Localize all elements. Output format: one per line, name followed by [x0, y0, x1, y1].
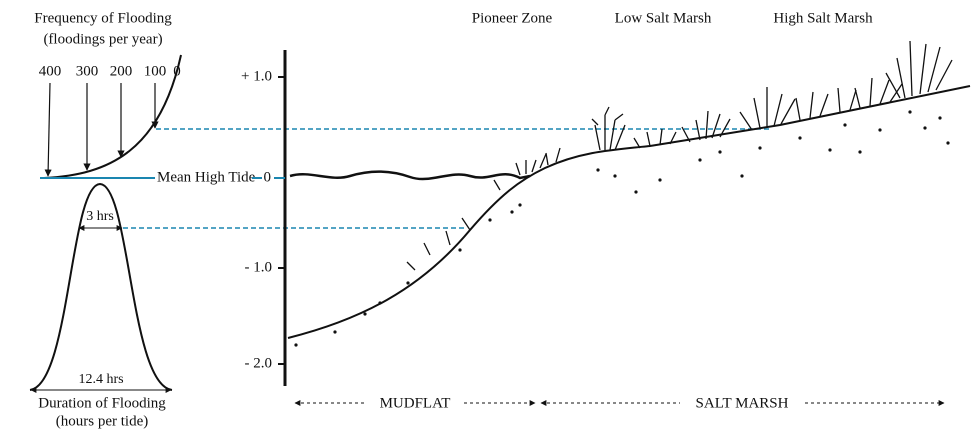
elevation-tick: + 1.0	[241, 68, 272, 84]
frequency-tick: 100	[144, 63, 167, 79]
duration-title: Duration of Flooding	[38, 395, 166, 411]
elevation-tick: - 1.0	[245, 259, 273, 275]
mean-high-tide-label: Mean High Tide	[157, 169, 256, 185]
frequency-tick: 300	[76, 63, 99, 79]
duration-subtitle: (hours per tide)	[56, 413, 148, 429]
peak-label: 3 hrs	[86, 209, 114, 224]
frequency-arrows	[48, 83, 155, 176]
zone-label: Pioneer Zone	[472, 10, 553, 26]
region-label: MUDFLAT	[380, 395, 451, 411]
zone-label: High Salt Marsh	[773, 10, 873, 26]
sediment-dots	[294, 110, 949, 346]
region-label: SALT MARSH	[696, 395, 789, 411]
frequency-tick: 400	[39, 63, 62, 79]
frequency-title: Frequency of Flooding	[34, 10, 172, 26]
base-label: 12.4 hrs	[78, 372, 123, 387]
vegetation	[407, 41, 952, 270]
frequency-subtitle: (floodings per year)	[43, 31, 162, 47]
frequency-tick: 200	[110, 63, 133, 79]
elevation-tick: 0	[264, 169, 272, 185]
water-surface	[290, 172, 530, 179]
salt-marsh-diagram: Frequency of Flooding (floodings per yea…	[0, 0, 976, 431]
ground-profile	[288, 86, 970, 338]
elevation-tick: - 2.0	[245, 355, 273, 371]
zone-label: Low Salt Marsh	[615, 10, 712, 26]
